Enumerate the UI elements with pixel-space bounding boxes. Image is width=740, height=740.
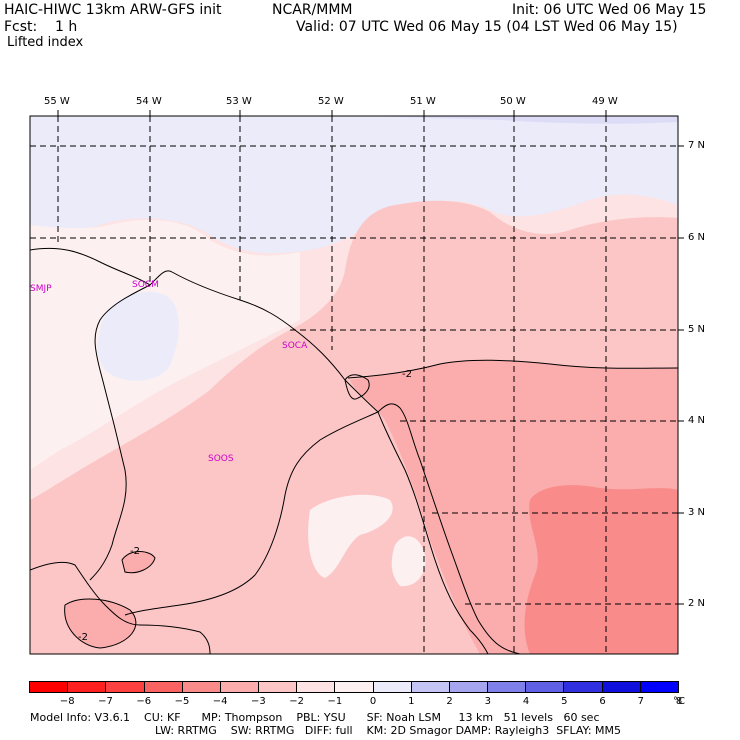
lon-label-50w: 50 W xyxy=(500,96,526,107)
contour-minus2-east xyxy=(347,359,678,379)
border-suriname-fg xyxy=(89,284,151,581)
lon-label-54w: 54 W xyxy=(136,96,162,107)
footer-model-info: Model Info: V3.6.1 CU: KF MP: Thompson P… xyxy=(30,711,600,724)
plot-frame xyxy=(29,115,679,655)
shade-minus4-se xyxy=(524,485,678,654)
colorbar-swatch xyxy=(488,682,527,692)
colorbar-swatch xyxy=(144,682,183,692)
inner-coast xyxy=(377,411,489,654)
colorbar-swatch xyxy=(373,682,412,692)
colorbar-tick-label: 8 xyxy=(675,696,683,707)
lat-label-6n: 6 N xyxy=(688,232,706,243)
colorbar-tick-label: 2 xyxy=(446,696,453,707)
contour-label-3: -2 xyxy=(78,632,88,643)
colorbar-swatch xyxy=(68,682,107,692)
colorbar-tick-label: 7 xyxy=(637,696,644,707)
valid-time: Valid: 07 UTC Wed 06 May 15 (04 LST Wed … xyxy=(296,19,678,35)
lon-label-55w: 55 W xyxy=(44,96,70,107)
shade-minus3-sw xyxy=(64,598,136,648)
shade-plus1-north xyxy=(30,116,678,254)
colorbar-swatch xyxy=(526,682,565,692)
colorbar-tick-label: 1 xyxy=(408,696,415,707)
station-soca: SOCA xyxy=(282,341,308,351)
lon-label-49w: 49 W xyxy=(592,96,618,107)
footer-physics-info: LW: RRTMG SW: RRTMG DIFF: full KM: 2D Sm… xyxy=(155,724,621,737)
lon-label-53w: 53 W xyxy=(226,96,252,107)
shade-plus1-eddy xyxy=(97,291,179,381)
border-fg-brazil xyxy=(124,411,379,616)
station-soos: SOOS xyxy=(208,454,234,464)
lat-label-2n: 2 N xyxy=(688,598,706,609)
colorbar-tick-label: 3 xyxy=(484,696,491,707)
contour-minus2-sw xyxy=(64,598,137,649)
lat-label-7n: 7 N xyxy=(688,140,706,151)
shade-plus1-top xyxy=(380,116,678,124)
contour-label-1: -2 xyxy=(402,369,412,380)
lon-label-51w: 51 W xyxy=(410,96,436,107)
colorbar-swatch xyxy=(564,682,603,692)
colorbar-swatch xyxy=(220,682,260,692)
model-title: HAIC-HIWC 13km ARW-GFS init xyxy=(4,2,222,18)
station-smjp: SMJP xyxy=(30,284,52,294)
shade-minus3-sw2 xyxy=(122,551,155,573)
colorbar-tick-label: −8 xyxy=(59,696,75,707)
colorbar-tick-label: 5 xyxy=(561,696,568,707)
lat-label-3n: 3 N xyxy=(688,507,706,518)
coastline xyxy=(149,270,521,654)
init-time: Init: 06 UTC Wed 06 May 15 xyxy=(512,2,707,18)
colorbar-swatch xyxy=(182,682,221,692)
colorbar-swatch xyxy=(449,682,489,692)
colorbar-tick-label: −5 xyxy=(174,696,190,707)
colorbar-tick-label: 6 xyxy=(599,696,606,707)
org-label: NCAR/MMM xyxy=(272,2,353,18)
contour-minus2-sw2 xyxy=(121,551,156,574)
colorbar xyxy=(29,681,679,693)
colorbar-swatch xyxy=(335,682,374,692)
estuary-line xyxy=(344,374,370,400)
colorbar-swatch xyxy=(411,682,450,692)
colorbar-tick-label: −7 xyxy=(98,696,113,707)
lat-lon-grid xyxy=(30,116,678,654)
colorbar-unit: °C xyxy=(673,696,685,707)
colorbar-tick-label: −3 xyxy=(251,696,266,707)
colorbar-swatch xyxy=(259,682,298,692)
shade-zero-south2 xyxy=(391,536,426,587)
colorbar-swatch xyxy=(106,682,145,692)
colorbar-swatch xyxy=(602,682,641,692)
colorbar-tick-label: 4 xyxy=(522,696,530,707)
forecast-hour: Fcst: 1 h xyxy=(4,19,78,35)
colorbar-tick-label: −1 xyxy=(327,696,343,707)
border-southwest xyxy=(30,561,211,654)
colorbar-swatch xyxy=(297,682,336,692)
colorbar-tick-label: −4 xyxy=(212,696,228,707)
colorbar-swatch xyxy=(30,682,69,692)
colorbar-swatch xyxy=(640,682,678,692)
lat-label-5n: 5 N xyxy=(688,324,706,335)
lat-label-4n: 4 N xyxy=(688,415,706,426)
axis-ticks xyxy=(57,110,684,605)
contour-label-2: -2 xyxy=(130,546,140,557)
lon-label-52w: 52 W xyxy=(318,96,344,107)
colorbar-tick-label: 0 xyxy=(369,696,377,707)
colorbar-tick-label: −6 xyxy=(136,696,152,707)
colorbar-tick-label: −2 xyxy=(289,696,305,707)
station-socm: SOCM xyxy=(132,280,159,290)
field-name: Lifted index xyxy=(7,35,84,50)
border-west xyxy=(30,247,151,286)
shade-zero-south xyxy=(308,494,393,578)
